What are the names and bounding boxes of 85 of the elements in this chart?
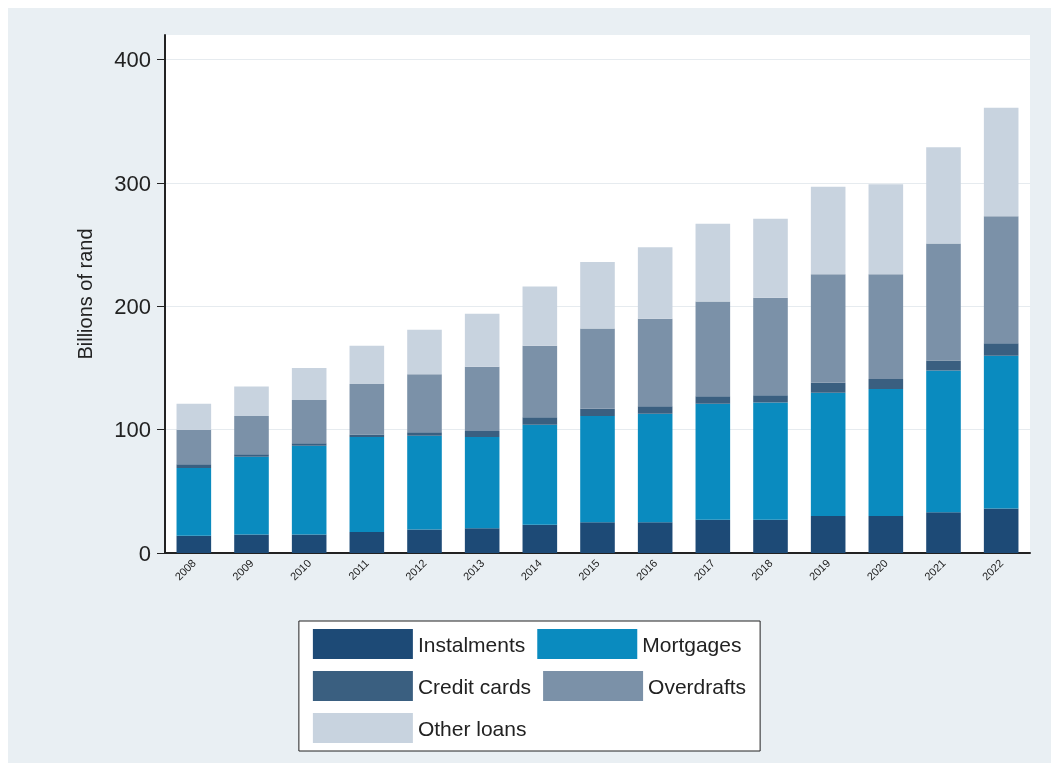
bar — [464, 366, 500, 431]
legend-label: Other loans — [417, 716, 527, 740]
bar — [926, 147, 961, 244]
bar — [522, 417, 558, 425]
bar — [868, 274, 904, 380]
bar — [637, 413, 673, 523]
bar — [291, 400, 327, 444]
bar — [983, 107, 1019, 217]
bar — [407, 329, 442, 375]
y-tick-label: 100 — [114, 417, 151, 443]
bar — [983, 355, 1019, 509]
bar — [695, 403, 731, 520]
y-tick-label: 400 — [114, 47, 151, 73]
y-axis-title: Billions of rand — [74, 228, 96, 360]
bar — [464, 313, 500, 367]
bar — [810, 186, 846, 275]
legend-label: Credit cards — [417, 674, 532, 698]
bar — [349, 384, 385, 435]
bar — [868, 388, 904, 516]
bar — [753, 402, 788, 520]
bar — [810, 516, 846, 553]
legend-label: Mortgages — [642, 632, 742, 656]
bar — [176, 467, 212, 536]
bar — [810, 392, 846, 516]
bar — [983, 216, 1019, 344]
bar — [580, 408, 615, 417]
bar — [580, 261, 615, 329]
bar — [176, 464, 212, 468]
bar — [464, 528, 500, 553]
bar — [580, 328, 615, 409]
bar — [753, 297, 788, 396]
bar — [695, 519, 731, 553]
bar — [868, 379, 904, 389]
bar — [753, 218, 788, 298]
bar — [637, 406, 673, 414]
bar — [464, 437, 500, 529]
bar — [522, 286, 558, 346]
bar — [349, 437, 385, 533]
bar — [926, 370, 961, 513]
bar — [234, 386, 269, 417]
bar — [349, 345, 385, 385]
bar — [580, 416, 615, 523]
bar — [868, 516, 904, 553]
bar — [522, 345, 558, 418]
bar — [810, 382, 846, 393]
y-tick-label: 300 — [114, 170, 151, 196]
bar — [810, 274, 846, 383]
bar — [983, 343, 1019, 356]
bar — [983, 508, 1019, 553]
bar — [522, 424, 558, 525]
bar — [695, 396, 731, 404]
bar — [637, 522, 673, 553]
bar — [291, 443, 327, 446]
bar — [291, 445, 327, 535]
bar — [637, 318, 673, 407]
bar — [868, 184, 904, 275]
bar — [753, 395, 788, 403]
bar — [522, 524, 558, 553]
legend-label: Overdrafts — [648, 674, 747, 698]
bar — [349, 532, 385, 553]
bar — [926, 360, 961, 371]
legend-label: Instalments — [417, 632, 526, 656]
bar — [580, 522, 615, 553]
bar — [176, 403, 212, 430]
bar — [926, 243, 961, 361]
bar — [695, 223, 731, 302]
bar — [753, 519, 788, 553]
bar — [407, 374, 442, 433]
y-tick-label: 200 — [114, 293, 151, 319]
bar — [291, 534, 327, 553]
bar — [234, 416, 269, 455]
bar — [464, 430, 500, 438]
bar — [695, 301, 731, 397]
bar — [926, 512, 961, 553]
bar — [291, 368, 327, 401]
bar — [176, 429, 212, 465]
bar — [407, 529, 442, 553]
bar — [234, 454, 269, 457]
bar — [234, 534, 269, 553]
bar — [407, 432, 442, 436]
bar — [407, 435, 442, 530]
y-tick-label: 0 — [138, 540, 151, 566]
bar — [234, 456, 269, 535]
bar — [176, 535, 212, 553]
bar — [637, 247, 673, 319]
